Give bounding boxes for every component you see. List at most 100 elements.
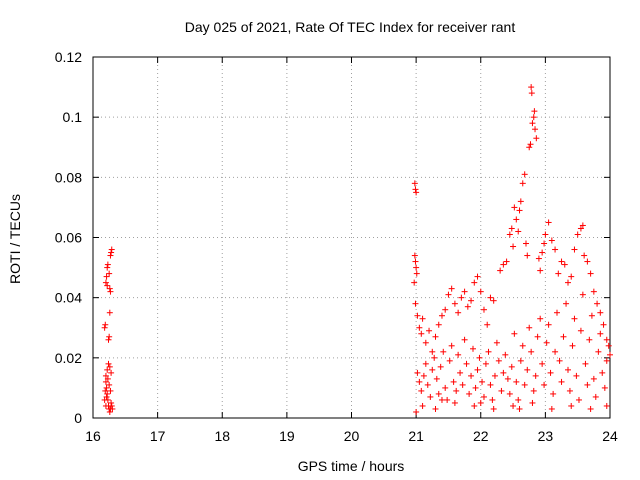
data-point [556, 357, 563, 364]
data-point [502, 351, 509, 358]
data-point [534, 333, 541, 340]
data-point [416, 378, 423, 385]
data-point [102, 378, 109, 385]
x-tick-label: 21 [408, 428, 424, 444]
data-point [504, 375, 511, 382]
data-point [105, 336, 112, 343]
data-point [107, 252, 114, 259]
data-point [108, 399, 115, 406]
data-point [419, 315, 426, 322]
data-point [493, 339, 500, 346]
y-tick-label: 0.02 [55, 350, 82, 366]
x-tick-label: 18 [214, 428, 230, 444]
data-point [597, 330, 604, 337]
data-point [416, 324, 423, 331]
data-point [605, 342, 612, 349]
y-tick-label: 0.1 [63, 109, 83, 125]
data-point [471, 402, 478, 409]
data-point [568, 402, 575, 409]
data-point [101, 324, 108, 331]
data-point [106, 333, 113, 340]
data-point [563, 300, 570, 307]
x-axis-label: GPS time / hours [298, 458, 405, 474]
data-point [607, 351, 613, 358]
data-point [599, 369, 606, 376]
data-point [437, 363, 444, 370]
data-point [480, 393, 487, 400]
data-point [503, 258, 510, 265]
data-point [558, 378, 565, 385]
data-point [529, 399, 536, 406]
data-point [422, 339, 429, 346]
data-point [586, 336, 593, 343]
data-point [539, 249, 546, 256]
y-tick-label: 0.08 [55, 169, 82, 185]
data-point [108, 249, 115, 256]
data-point [479, 378, 486, 385]
data-point [102, 372, 109, 379]
data-point [474, 273, 481, 280]
data-point [472, 384, 479, 391]
data-point [506, 231, 513, 238]
axis-ticks [92, 56, 611, 419]
data-point [457, 369, 464, 376]
data-point [480, 306, 487, 313]
data-point [420, 372, 427, 379]
data-point [592, 393, 599, 400]
data-point [530, 114, 537, 121]
data-point [513, 216, 520, 223]
data-point [464, 303, 471, 310]
data-point [571, 315, 578, 322]
data-point [497, 267, 504, 274]
x-tick-label: 23 [538, 428, 554, 444]
data-point [521, 171, 528, 178]
data-point [498, 387, 505, 394]
data-point [577, 225, 584, 232]
data-point [455, 351, 462, 358]
data-point [510, 243, 517, 250]
grid-lines [93, 57, 610, 418]
data-point [537, 267, 544, 274]
data-point [103, 273, 110, 280]
x-tick-label: 19 [279, 428, 295, 444]
data-point [588, 312, 595, 319]
x-tick-label: 17 [150, 428, 166, 444]
data-point [595, 348, 602, 355]
data-point [104, 366, 111, 373]
data-point [603, 357, 610, 364]
data-point [429, 348, 436, 355]
data-point [508, 363, 515, 370]
data-point [541, 240, 548, 247]
data-point [102, 402, 109, 409]
data-point [450, 378, 457, 385]
data-point [106, 363, 113, 370]
data-point [485, 348, 492, 355]
data-point [411, 252, 418, 259]
data-point [569, 342, 576, 349]
data-point [584, 381, 591, 388]
data-point [418, 387, 425, 394]
data-point [529, 120, 536, 127]
data-point [545, 219, 552, 226]
data-point [445, 291, 452, 298]
data-point [587, 270, 594, 277]
data-point [603, 336, 610, 343]
data-point [516, 207, 523, 214]
data-point [459, 381, 466, 388]
data-point [516, 405, 523, 412]
data-point [526, 144, 533, 151]
data-point [451, 399, 458, 406]
data-point [533, 135, 540, 142]
x-tick-label: 24 [602, 428, 618, 444]
data-point [566, 387, 573, 394]
data-point [577, 327, 584, 334]
data-point [104, 282, 111, 289]
data-point [413, 408, 420, 415]
data-point [552, 246, 559, 253]
data-point [106, 309, 113, 316]
data-point [412, 300, 419, 307]
y-tick-labels: 0 0.02 0.04 0.06 0.08 0.1 0.12 [55, 49, 82, 426]
data-point [411, 279, 418, 286]
data-point [543, 339, 550, 346]
data-point [424, 381, 431, 388]
